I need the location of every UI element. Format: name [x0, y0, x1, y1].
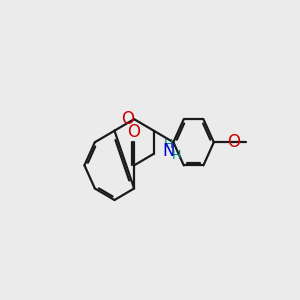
Text: O: O — [128, 123, 141, 141]
Text: O: O — [227, 133, 240, 151]
Text: H: H — [172, 149, 181, 162]
Text: H: H — [164, 138, 173, 151]
Text: N: N — [163, 142, 175, 160]
Text: O: O — [121, 110, 134, 128]
